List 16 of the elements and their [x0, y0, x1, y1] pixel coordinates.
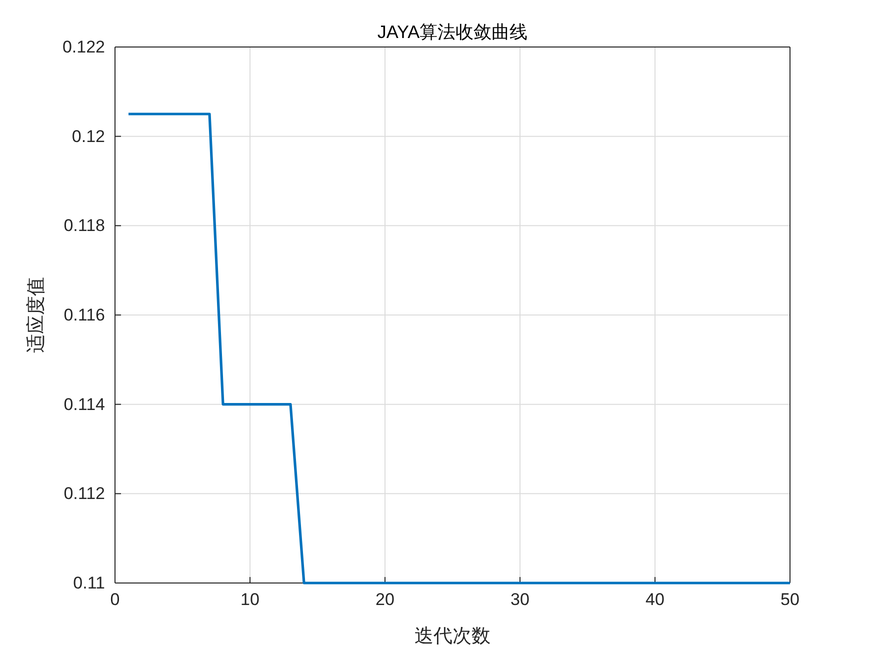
x-axis-title: 迭代次数: [414, 626, 490, 647]
y-tick-label: 0.11: [73, 573, 105, 592]
y-axis-title: 适应度值: [25, 277, 47, 353]
x-tick-label: 10: [240, 590, 260, 610]
chart-title: JAYA算法收敛曲线: [377, 22, 528, 42]
y-tick-label: 0.114: [64, 394, 105, 414]
y-tick-label: 0.122: [62, 37, 105, 56]
x-tick-label: 30: [510, 590, 530, 610]
y-tick-label: 0.118: [64, 216, 105, 236]
x-tick-label: 40: [646, 590, 664, 610]
x-tick-label: 20: [376, 590, 394, 610]
x-tick-label: 0: [110, 590, 120, 610]
x-tick-label: 50: [780, 590, 800, 610]
y-tick-label: 0.12: [72, 126, 105, 146]
y-tick-label: 0.116: [64, 305, 105, 324]
y-tick-label: 0.112: [64, 484, 105, 504]
